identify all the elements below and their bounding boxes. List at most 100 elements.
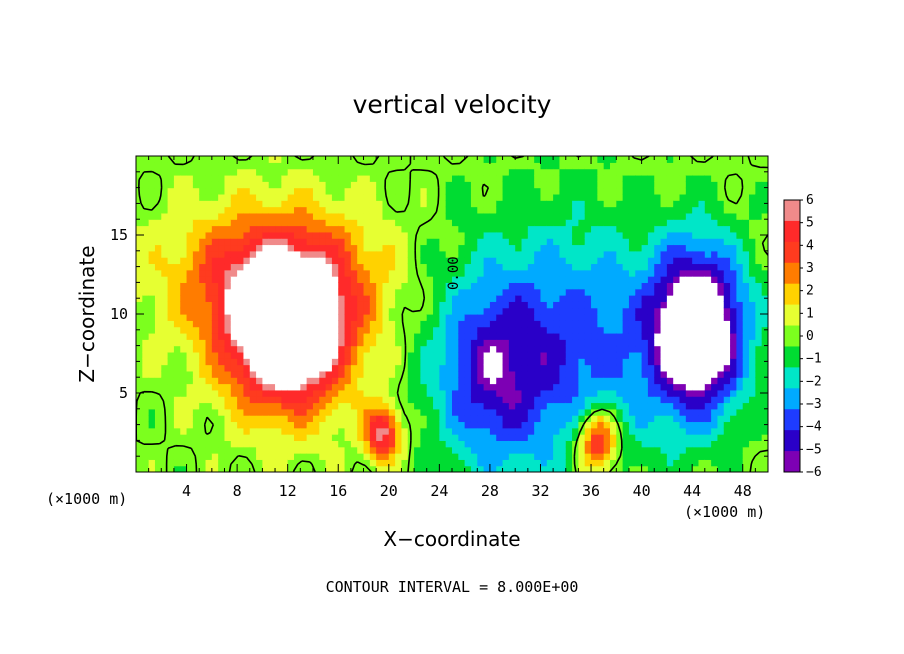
heatmap-cell (388, 453, 396, 460)
heatmap-cell (641, 301, 649, 309)
heatmap-cell (628, 402, 636, 410)
heatmap-cell (749, 402, 756, 410)
heatmap-cell (275, 162, 282, 170)
heatmap-cell (445, 200, 453, 208)
heatmap-cell (439, 174, 447, 182)
heatmap-cell (704, 421, 712, 429)
heatmap-cell (483, 465, 491, 472)
heatmap-cell (275, 370, 282, 378)
heatmap-cell (679, 206, 687, 214)
heatmap-cell (527, 181, 535, 189)
heatmap-cell (186, 295, 194, 302)
heatmap-cell (230, 181, 238, 189)
heatmap-cell (452, 200, 459, 208)
heatmap-cell (382, 427, 390, 435)
heatmap-cell (243, 282, 251, 290)
heatmap-cell (717, 453, 725, 460)
heatmap-cell (294, 314, 301, 321)
heatmap-cell (673, 307, 681, 315)
heatmap-cell (306, 396, 314, 404)
heatmap-cell (565, 421, 573, 429)
heatmap-cell (287, 440, 295, 448)
heatmap-cell (666, 459, 674, 467)
heatmap-cell (540, 181, 548, 189)
heatmap-cell (489, 396, 497, 404)
heatmap-cell (540, 301, 548, 309)
heatmap-cell (287, 415, 295, 423)
heatmap-cell (534, 301, 542, 309)
heatmap-cell (161, 351, 169, 359)
heatmap-cell (218, 257, 226, 265)
heatmap-cell (755, 206, 763, 214)
heatmap-cell (673, 427, 681, 435)
heatmap-cell (281, 377, 289, 385)
heatmap-cell (363, 187, 371, 195)
heatmap-cell (464, 219, 472, 227)
heatmap-cell (603, 453, 611, 460)
heatmap-cell (736, 465, 744, 472)
heatmap-cell (445, 364, 453, 372)
heatmap-cell (635, 187, 643, 195)
heatmap-cell (363, 345, 371, 353)
heatmap-cell (692, 408, 700, 416)
heatmap-cell (142, 193, 150, 201)
heatmap-cell (395, 465, 403, 472)
heatmap-cell (521, 402, 529, 410)
heatmap-cell (319, 427, 327, 435)
heatmap-cell (426, 200, 434, 208)
heatmap-cell (338, 396, 346, 404)
heatmap-cell (704, 351, 712, 359)
heatmap-cell (452, 370, 459, 378)
heatmap-cell (312, 295, 320, 302)
heatmap-cell (755, 156, 763, 163)
heatmap-cell (565, 427, 573, 435)
heatmap-cell (458, 162, 466, 170)
heatmap-cell (218, 377, 226, 385)
heatmap-cell (300, 402, 308, 410)
heatmap-cell (395, 408, 403, 416)
heatmap-cell (685, 269, 693, 277)
heatmap-cell (654, 415, 662, 423)
heatmap-cell (540, 427, 548, 435)
heatmap-cell (445, 307, 453, 315)
heatmap-cell (515, 434, 523, 441)
heatmap-cell (426, 434, 434, 441)
heatmap-cell (249, 257, 257, 265)
heatmap-cell (597, 364, 605, 372)
heatmap-cell (515, 465, 523, 472)
heatmap-cell (452, 332, 459, 340)
heatmap-cell (641, 250, 649, 258)
heatmap-cell (641, 326, 649, 334)
heatmap-cell (730, 307, 737, 315)
heatmap-cell (294, 421, 301, 429)
heatmap-cell (572, 276, 579, 283)
heatmap-cell (414, 288, 421, 296)
heatmap-cell (376, 345, 384, 353)
heatmap-cell (616, 434, 624, 441)
heatmap-cell (173, 345, 181, 353)
heatmap-cell (445, 434, 453, 441)
heatmap-cell (376, 408, 384, 416)
heatmap-cell (704, 225, 712, 233)
heatmap-cell (730, 402, 737, 410)
heatmap-cell (597, 162, 605, 170)
heatmap-cell (325, 351, 333, 359)
heatmap-cell (173, 206, 181, 214)
heatmap-cell (401, 181, 409, 189)
heatmap-cell (230, 250, 238, 258)
heatmap-cell (325, 288, 333, 296)
heatmap-cell (635, 193, 643, 201)
heatmap-cell (420, 364, 428, 372)
heatmap-cell (483, 339, 491, 347)
heatmap-cell (243, 206, 251, 214)
heatmap-cell (553, 320, 561, 328)
heatmap-cell (553, 427, 561, 435)
heatmap-cell (218, 250, 226, 258)
heatmap-cell (161, 193, 169, 201)
heatmap-cell (540, 332, 548, 340)
heatmap-cell (527, 238, 535, 246)
heatmap-cell (401, 320, 409, 328)
heatmap-cell (230, 187, 238, 195)
heatmap-cell (192, 212, 200, 220)
heatmap-cell (199, 332, 207, 340)
